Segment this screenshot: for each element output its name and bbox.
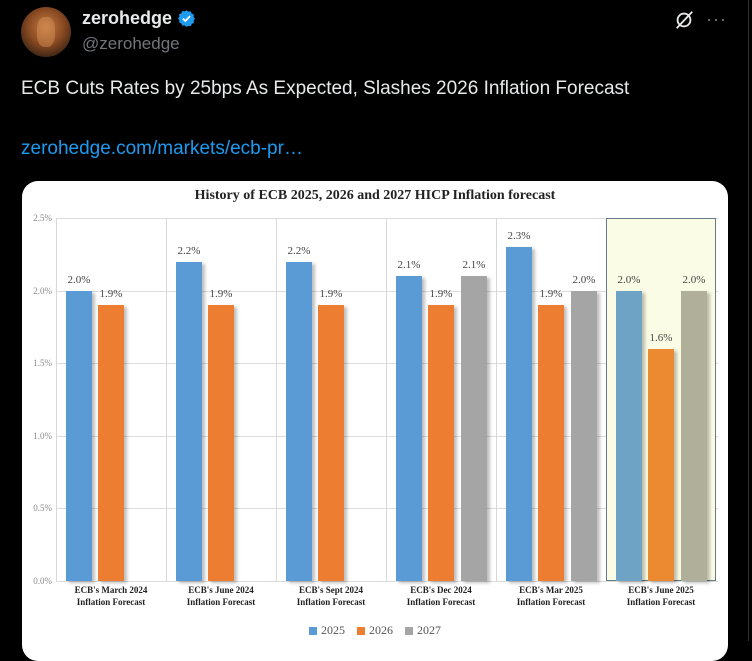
data-label: 1.9% — [429, 288, 453, 301]
bar-2026 — [648, 348, 674, 581]
category-group — [276, 218, 386, 581]
y-tick-label: 0.5% — [33, 503, 52, 514]
plot-area: 0.0% 0.5% 1.0% 1.5% 2.0% 2.5% 2.0% 1.9% ECB's Ma… — [33, 213, 718, 607]
bar-2025 — [286, 261, 312, 581]
data-label: 2.3% — [507, 230, 531, 243]
data-label: 1.9% — [99, 288, 123, 301]
legend-label: 2026 — [369, 623, 393, 637]
data-label: 1.6% — [649, 331, 673, 344]
chart-legend: 2025 2026 2027 — [22, 623, 728, 638]
more-options-icon[interactable]: ··· — [706, 9, 727, 29]
x-category-label: ECB's June 2025 Inflation Forecast — [626, 585, 696, 607]
category-group — [496, 218, 606, 581]
data-label: 2.0% — [572, 273, 596, 286]
legend-label: 2025 — [321, 623, 345, 637]
handle[interactable]: @zerohedge — [82, 34, 180, 53]
article-link[interactable]: zerohedge.com/markets/ecb-pr… — [21, 138, 303, 159]
bar-2026 — [428, 305, 454, 581]
column-divider — [748, 0, 749, 641]
display-name[interactable]: zerohedge — [82, 8, 173, 28]
x-category-label: ECB's March 2024 Inflation Forecast — [74, 585, 148, 607]
x-category-label: ECB's Mar 2025 Inflation Forecast — [516, 585, 586, 607]
gridline — [56, 218, 718, 219]
bar-2026 — [98, 305, 124, 581]
data-label: 1.9% — [319, 288, 343, 301]
data-label: 1.9% — [209, 288, 233, 301]
bar-2027 — [681, 290, 707, 581]
data-label: 2.2% — [177, 244, 201, 257]
category-group — [386, 218, 496, 581]
gridline — [56, 435, 718, 437]
legend-swatch — [309, 626, 317, 635]
gridline — [56, 290, 718, 292]
legend-swatch — [357, 626, 365, 635]
y-tick-label: 2.5% — [33, 213, 52, 223]
bar-2025 — [396, 276, 422, 581]
bar-2026 — [208, 305, 234, 581]
x-category-label: ECB's June 2024 Inflation Forecast — [186, 585, 256, 607]
gridline — [56, 508, 718, 510]
data-label: 2.0% — [617, 273, 641, 286]
legend-swatch — [405, 626, 413, 635]
legend-item-2025: 2025 — [309, 623, 345, 638]
data-label: 2.0% — [67, 273, 91, 286]
category-group — [166, 218, 276, 581]
bar-2026 — [318, 305, 344, 581]
bar-2025 — [176, 261, 202, 581]
data-label: 2.0% — [682, 273, 706, 286]
chart-title: History of ECB 2025, 2026 and 2027 HICP … — [194, 188, 556, 203]
bar-2026 — [538, 305, 564, 581]
verified-badge-icon — [177, 10, 196, 27]
y-tick-label: 2.0% — [33, 285, 52, 296]
gridline — [56, 363, 718, 365]
avatar[interactable] — [21, 7, 71, 57]
legend-item-2026: 2026 — [357, 623, 393, 638]
grok-icon[interactable] — [673, 9, 695, 31]
bar-2025 — [66, 290, 92, 581]
bar-2025 — [506, 247, 532, 581]
bar-2027 — [461, 276, 487, 581]
tweet-text: ECB Cuts Rates by 25bps As Expected, Sla… — [21, 78, 630, 99]
data-label: 2.2% — [287, 244, 311, 257]
bar-2027 — [571, 290, 597, 581]
x-category-label: ECB's Dec 2024 Inflation Forecast — [406, 585, 476, 607]
author-row: zerohedge — [82, 8, 196, 29]
chart-image[interactable]: History of ECB 2025, 2026 and 2027 HICP … — [22, 181, 728, 661]
data-label: 2.1% — [397, 259, 421, 272]
category-group — [56, 218, 166, 581]
y-tick-label: 1.5% — [33, 358, 52, 369]
y-tick-label: 1.0% — [33, 430, 52, 441]
legend-label: 2027 — [417, 623, 441, 637]
data-label: 1.9% — [539, 288, 563, 301]
legend-item-2027: 2027 — [405, 623, 441, 638]
x-category-label: ECB's Sept 2024 Inflation Forecast — [296, 585, 366, 607]
y-tick-label: 0.0% — [33, 576, 52, 586]
data-label: 2.1% — [462, 259, 486, 272]
bar-2025 — [616, 290, 642, 581]
gridline — [56, 581, 718, 582]
